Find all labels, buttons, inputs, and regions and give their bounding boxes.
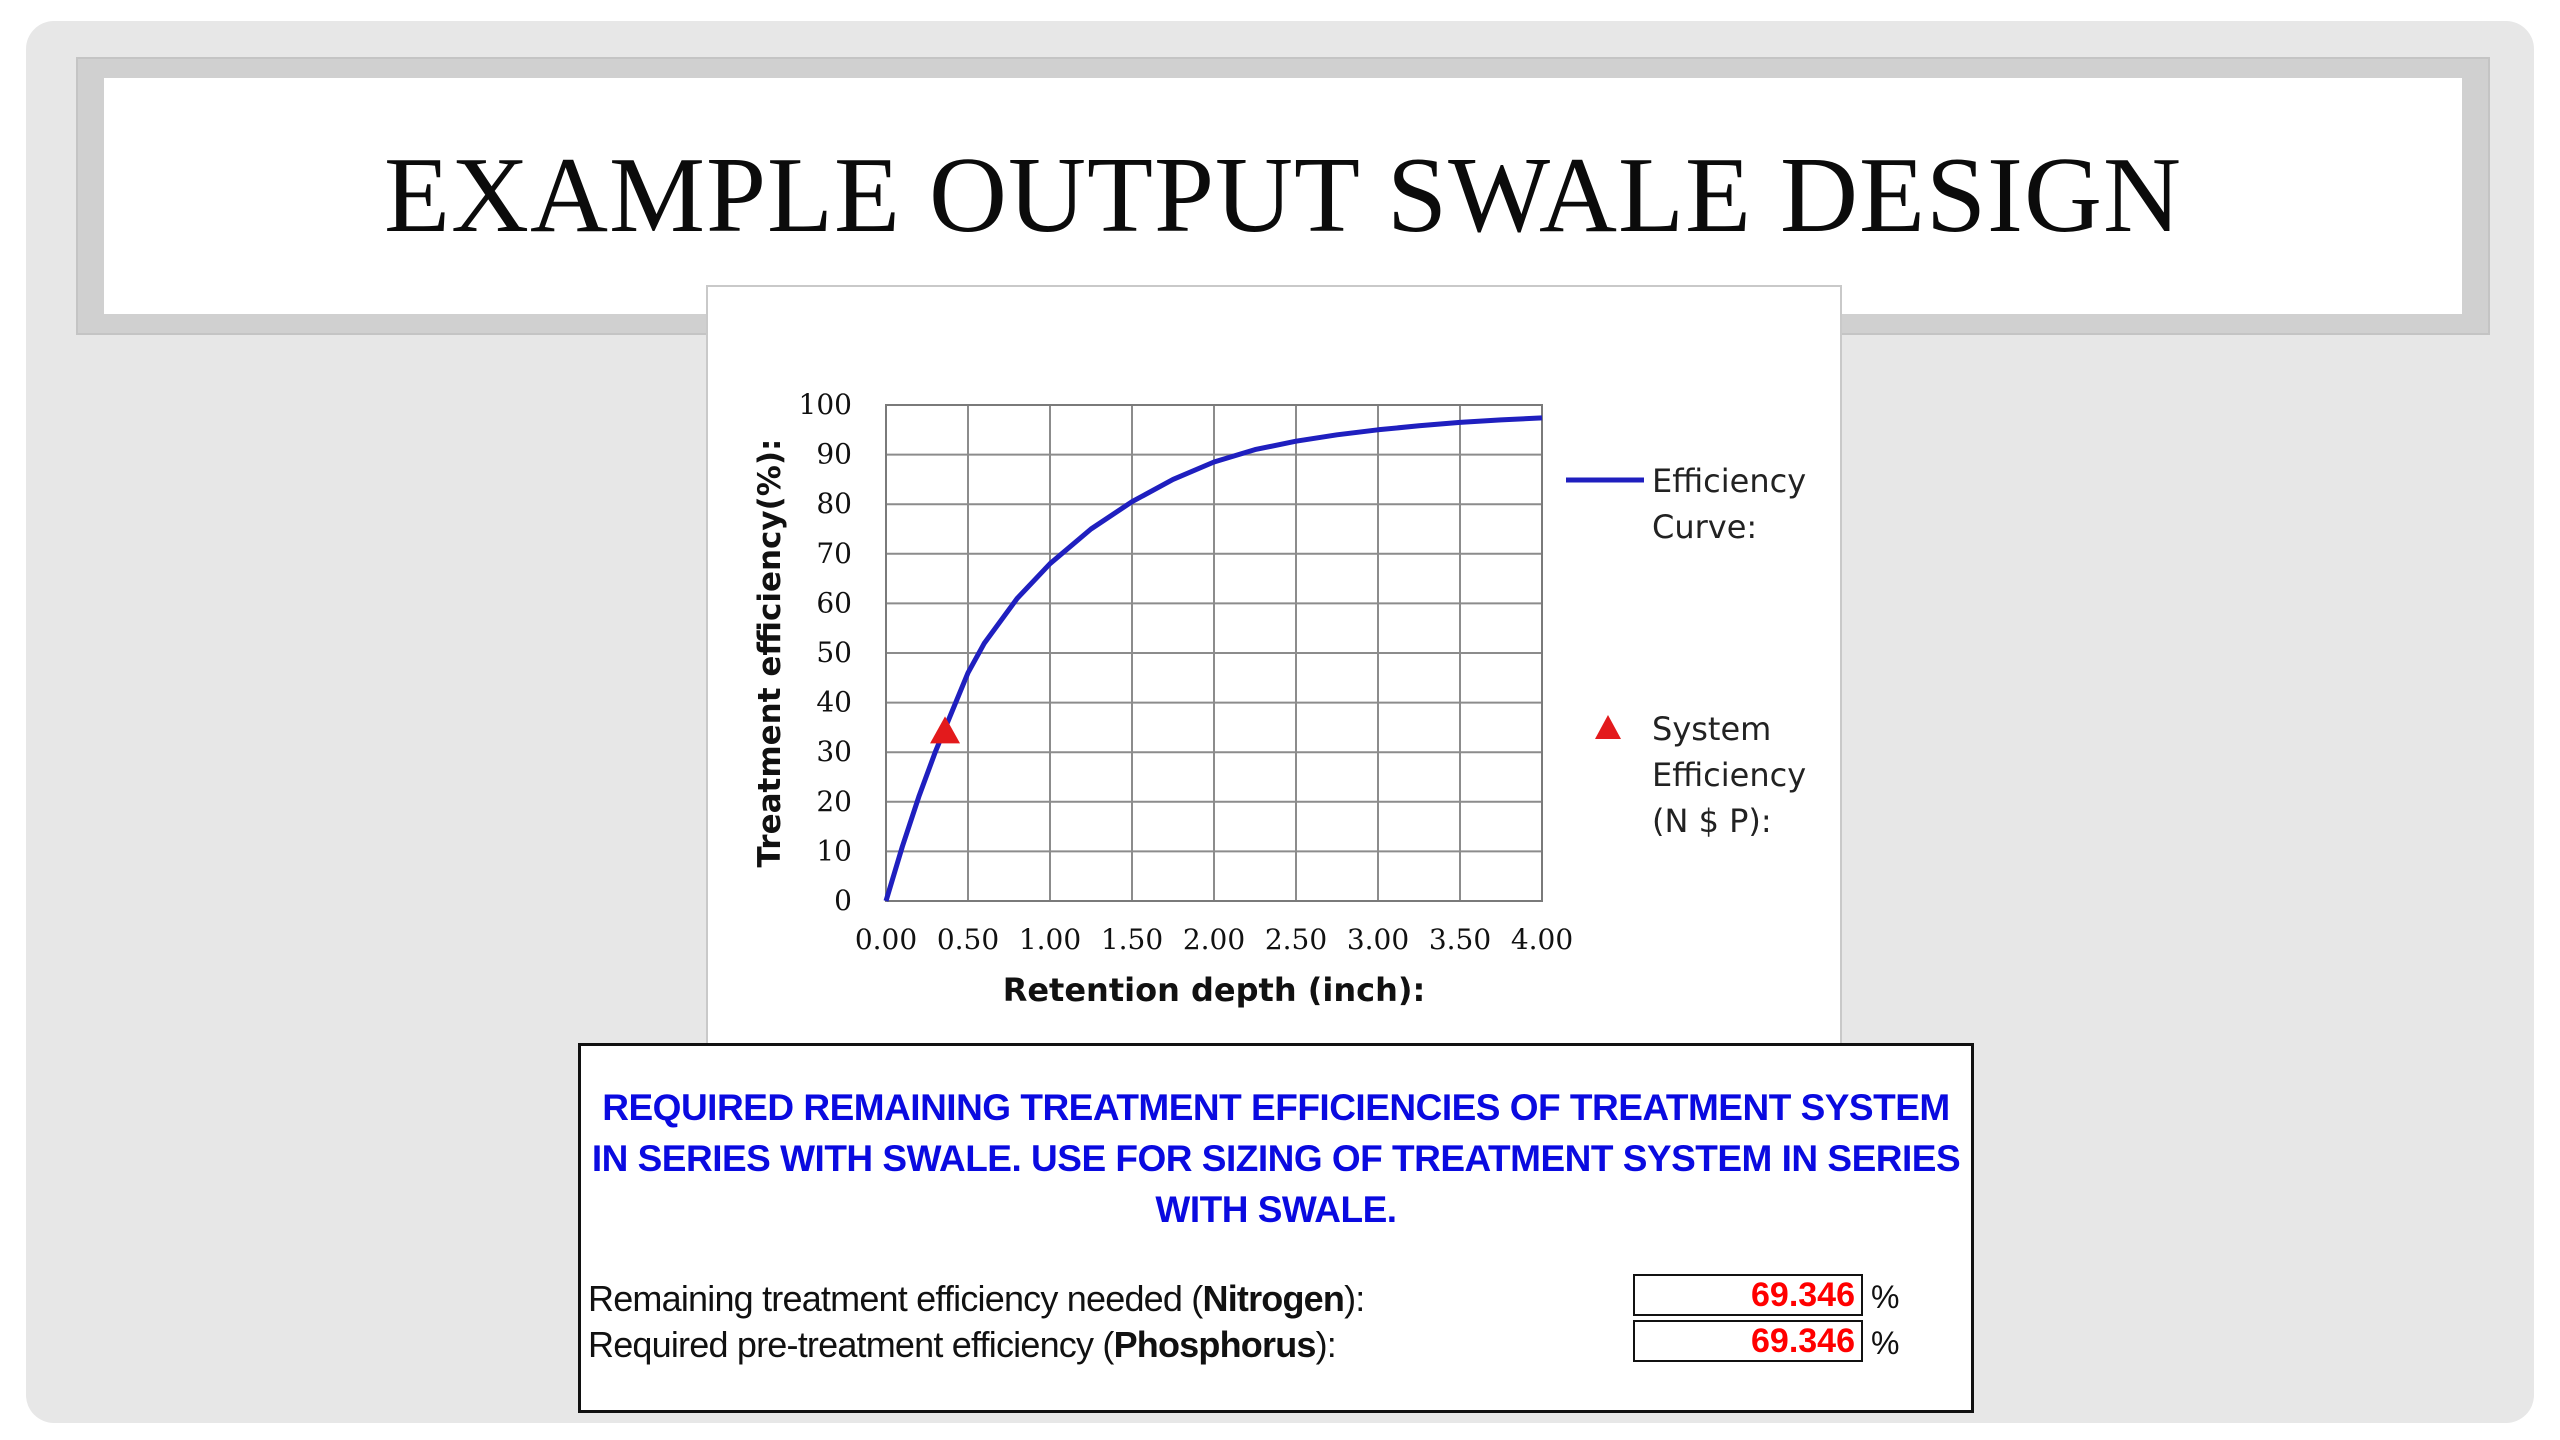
- y-axis-label: Treatment efficiency(%):: [752, 439, 788, 868]
- x-tick-label: 1.00: [1019, 923, 1081, 956]
- x-tick-label: 4.00: [1511, 923, 1573, 956]
- phosphorus-value: 69.346: [1633, 1320, 1863, 1362]
- y-tick-label: 40: [816, 686, 852, 719]
- nitrogen-unit: %: [1871, 1279, 1900, 1315]
- plot-area-border: [885, 404, 1543, 902]
- x-axis-label: Retention depth (inch):: [1003, 971, 1426, 1009]
- y-tick-label: 90: [816, 438, 852, 471]
- x-tick-label: 2.50: [1265, 923, 1327, 956]
- legend-triangle-swatch: [1595, 715, 1621, 739]
- nitrogen-label-before: Remaining treatment efficiency needed (: [588, 1278, 1203, 1319]
- x-tick-label: 3.50: [1429, 923, 1491, 956]
- legend-label-system-efficiency: (N $ P):: [1652, 802, 1772, 840]
- x-tick-label: 0.50: [937, 923, 999, 956]
- slide-title: EXAMPLE OUTPUT SWALE DESIGN: [384, 136, 2182, 255]
- nitrogen-label-bold: Nitrogen: [1202, 1278, 1345, 1319]
- efficiency-chart: 0.00 0.50 1.00 1.50 2.00 2.50 3.00 3.50 4.00 0 10 2…: [752, 388, 1806, 1009]
- y-tick-label: 60: [816, 586, 852, 619]
- x-tick-label: 1.50: [1101, 923, 1163, 956]
- x-tick-label: 3.00: [1347, 923, 1409, 956]
- phosphorus-label-bold: Phosphorus: [1113, 1324, 1317, 1365]
- chart-panel: 0.00 0.50 1.00 1.50 2.00 2.50 3.00 3.50 4.00 0 10 2…: [706, 285, 1842, 1045]
- y-tick-label: 30: [816, 735, 852, 768]
- y-tick-label: 80: [816, 487, 852, 520]
- system-efficiency-marker: [930, 716, 961, 744]
- phosphorus-label-before: Required pre-treatment efficiency (: [588, 1324, 1114, 1365]
- y-tick-label: 100: [799, 388, 852, 421]
- nitrogen-label-after: ):: [1344, 1278, 1365, 1319]
- phosphorus-row-label: Required pre-treatment efficiency (Phosp…: [588, 1324, 1337, 1366]
- y-tick-label: 0: [834, 884, 852, 917]
- y-tick-label: 70: [816, 537, 852, 570]
- nitrogen-value: 69.346: [1633, 1274, 1863, 1316]
- y-tick-label: 10: [816, 834, 852, 867]
- legend-label-efficiency-curve: Curve:: [1652, 508, 1757, 546]
- phosphorus-label-after: ):: [1315, 1324, 1337, 1365]
- legend-label-efficiency-curve: Efficiency: [1652, 462, 1806, 500]
- y-tick-label: 20: [816, 785, 852, 818]
- y-tick-label: 50: [816, 636, 852, 669]
- nitrogen-row-label: Remaining treatment efficiency needed (N…: [588, 1278, 1365, 1320]
- title-box: EXAMPLE OUTPUT SWALE DESIGN: [104, 78, 2462, 314]
- legend-label-system-efficiency: Efficiency: [1652, 756, 1806, 794]
- panel-heading: REQUIRED REMAINING TREATMENT EFFICIENCIE…: [591, 1087, 1961, 1230]
- phosphorus-unit: %: [1871, 1325, 1900, 1361]
- legend-label-system-efficiency: System: [1652, 710, 1771, 748]
- x-tick-label: 2.00: [1183, 923, 1245, 956]
- x-tick-label: 0.00: [855, 923, 917, 956]
- remaining-efficiency-panel: REQUIRED REMAINING TREATMENT EFFICIENCIE…: [578, 1043, 1974, 1413]
